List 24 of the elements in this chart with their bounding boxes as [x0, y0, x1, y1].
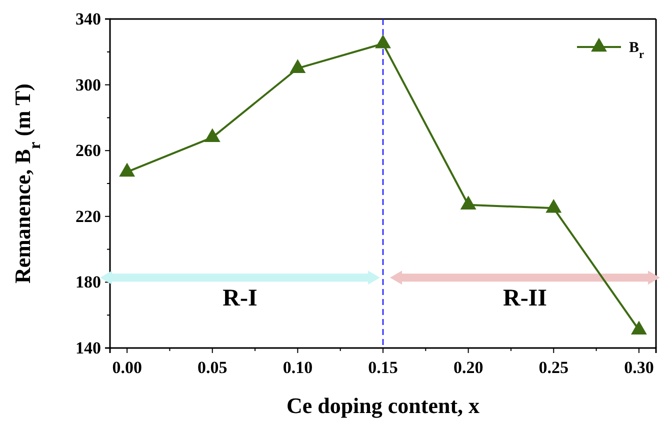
y-tick-label: 220 — [76, 206, 101, 226]
point — [375, 34, 391, 48]
y-tick-label: 260 — [76, 141, 101, 160]
x-axis-title: Ce doping content, x — [286, 393, 480, 418]
point — [460, 196, 476, 210]
y-tick-label: 300 — [76, 75, 101, 94]
point — [290, 59, 306, 73]
x-tick-label: 0.10 — [282, 358, 313, 378]
y-tick-label: 180 — [76, 272, 101, 292]
x-tick-label: 0.25 — [538, 358, 568, 378]
y-tick-label: 140 — [76, 338, 101, 358]
annotation: R-II — [502, 286, 548, 312]
x-tick-label: 0.00 — [112, 358, 142, 378]
x-tick-label: 0.15 — [368, 358, 398, 378]
point — [119, 162, 136, 177]
x-tick-label: 0.05 — [198, 358, 228, 378]
x-tick-label: 0.20 — [453, 358, 484, 378]
point — [546, 198, 562, 213]
y-tick-label: 340 — [76, 9, 101, 28]
point — [204, 128, 220, 142]
x-tick-label: 0.30 — [624, 358, 654, 378]
point — [630, 320, 647, 335]
legend-label: B$_{r}$ — [628, 40, 644, 61]
annotation: R-I — [222, 286, 258, 312]
